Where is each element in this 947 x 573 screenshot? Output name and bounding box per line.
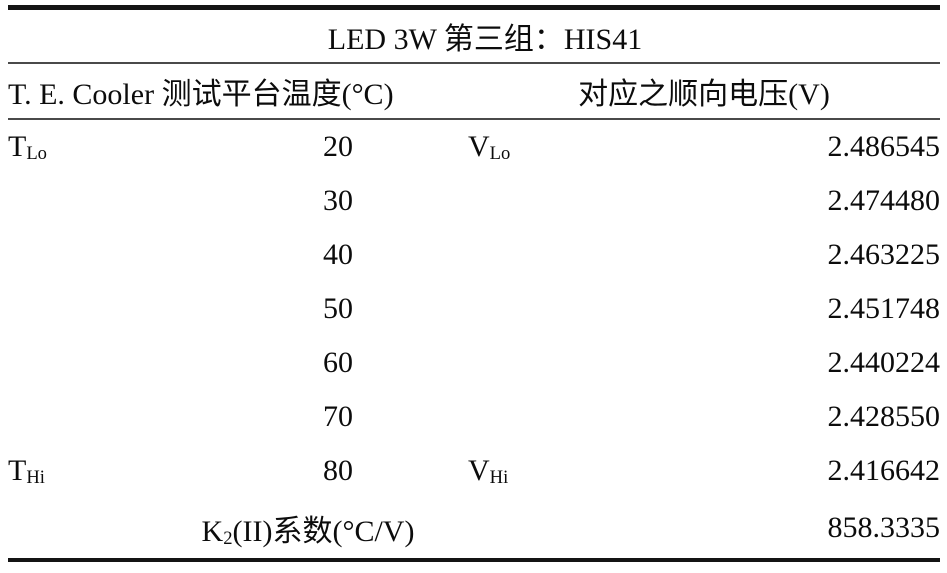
voltage-value: 2.474480: [827, 184, 941, 217]
temp-label: TLo: [8, 119, 208, 174]
temp-label-subscript: Lo: [26, 143, 47, 165]
table-row: TLo 20 VLo 2.486545: [8, 119, 940, 174]
voltage-label-base: V: [468, 130, 490, 163]
measurement-table: LED 3W 第三组：HIS41 T. E. Cooler 测试平台温度(°C)…: [8, 5, 940, 562]
k2-label-base: K: [201, 515, 224, 548]
table-row: 60 2.440224: [8, 336, 940, 390]
temp-value: 60: [323, 346, 353, 379]
temp-value: 70: [323, 400, 353, 433]
voltage-label: VHi: [468, 444, 608, 498]
temp-value: 80: [323, 454, 353, 487]
voltage-value: 2.428550: [827, 400, 941, 433]
temp-label: [8, 174, 208, 228]
temp-value: 50: [323, 292, 353, 325]
table-row: 40 2.463225: [8, 228, 940, 282]
voltage-label: [468, 228, 608, 282]
voltage-label: VLo: [468, 119, 608, 174]
temp-value: 30: [323, 184, 353, 217]
temp-value: 40: [323, 238, 353, 271]
temp-label: THi: [8, 444, 208, 498]
voltage-value: 2.451748: [827, 292, 941, 325]
voltage-label: [468, 390, 608, 444]
k2-label-subscript: 2: [223, 528, 233, 550]
coefficient-row: K2(II)系数(°C/V) 858.3335: [8, 498, 940, 560]
voltage-value: 2.486545: [827, 130, 941, 163]
k2-label-rest: (II)系数(°C/V): [232, 515, 415, 548]
voltage-label-subscript: Hi: [489, 467, 509, 489]
table-title-row: LED 3W 第三组：HIS41: [8, 7, 940, 64]
voltage-label: [468, 336, 608, 390]
temp-label-subscript: Hi: [26, 467, 45, 489]
temp-value: 20: [323, 130, 353, 163]
voltage-label-base: V: [468, 454, 490, 487]
voltage-value: 2.463225: [827, 238, 941, 271]
voltage-value: 2.416642: [827, 454, 941, 487]
voltage-label-subscript: Lo: [489, 143, 511, 165]
voltage-label: [468, 174, 608, 228]
table-title: LED 3W 第三组：HIS41: [8, 7, 940, 64]
voltage-label: [468, 282, 608, 336]
temp-label-base: T: [8, 130, 27, 163]
table-row: THi 80 VHi 2.416642: [8, 444, 940, 498]
k2-coefficient-value: 858.3335: [827, 511, 941, 544]
table-row: 50 2.451748: [8, 282, 940, 336]
voltage-value: 2.440224: [827, 346, 941, 379]
temp-label: [8, 336, 208, 390]
temp-label: [8, 228, 208, 282]
column-header-temperature: T. E. Cooler 测试平台温度(°C): [8, 63, 468, 120]
k2-coefficient-label: K2(II)系数(°C/V): [8, 498, 608, 560]
table-row: 30 2.474480: [8, 174, 940, 228]
temp-label-base: T: [8, 454, 27, 487]
table-header-row: T. E. Cooler 测试平台温度(°C) 对应之顺向电压(V): [8, 63, 940, 120]
temp-label: [8, 390, 208, 444]
temp-label: [8, 282, 208, 336]
table-row: 70 2.428550: [8, 390, 940, 444]
column-header-voltage: 对应之顺向电压(V): [468, 63, 940, 120]
